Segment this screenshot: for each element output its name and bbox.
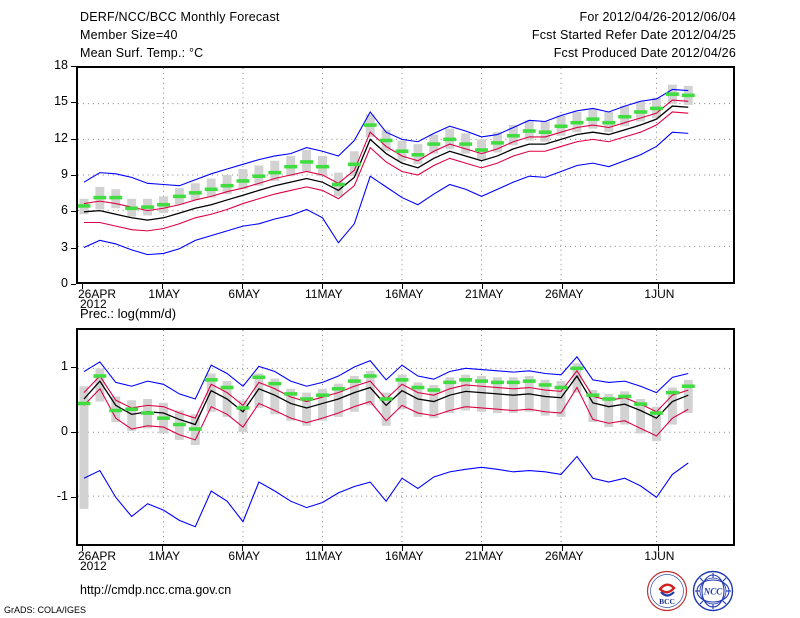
x-tick-label: 26APR <box>78 549 117 563</box>
x-tick-mark <box>482 546 483 551</box>
forecast-start-date-label: Fcst Started Refer Date 2012/04/25 <box>531 28 736 42</box>
y-tick-label: 0 <box>61 276 68 290</box>
member-size-label: Member Size=40 <box>80 28 178 42</box>
x-tick-label: 26APR <box>78 287 117 301</box>
x-tick-label: 21MAY <box>465 549 504 563</box>
x-tick-mark <box>658 546 659 551</box>
x-tick-label: 1MAY <box>148 549 181 563</box>
y-tick-label: 1 <box>61 359 68 374</box>
x-tick-label: 21MAY <box>465 287 504 301</box>
y-tick-mark <box>71 247 76 249</box>
bcc-logo-text: BCC <box>659 597 675 606</box>
temperature-unit-label: Mean Surf. Temp.: °C <box>80 46 204 60</box>
x-tick-label: 26MAY <box>545 287 584 301</box>
x-tick-mark <box>242 546 243 551</box>
x-tick-mark <box>402 546 403 551</box>
x-tick-mark <box>562 546 563 551</box>
forecast-period-label: For 2012/04/26-2012/06/04 <box>579 10 736 24</box>
x-tick-mark <box>562 284 563 289</box>
x-tick-label: 6MAY <box>228 549 261 563</box>
x-tick-label: 11MAY <box>305 287 343 301</box>
x-tick-label: 16MAY <box>385 549 424 563</box>
website-url[interactable]: http://cmdp.ncc.cma.gov.cn <box>80 583 232 597</box>
y-tick-label: 9 <box>61 167 68 181</box>
x-tick-mark <box>658 284 659 289</box>
x-tick-mark <box>242 284 243 289</box>
year-label-bottom: 2012 <box>80 559 107 573</box>
x-tick-mark <box>322 284 323 289</box>
y-tick-mark <box>71 497 76 499</box>
year-label-top: 2012 <box>80 297 107 311</box>
temperature-chart <box>76 66 735 284</box>
x-tick-mark <box>162 284 163 289</box>
bcc-logo: BCC <box>646 570 688 612</box>
forecast-produced-date-label: Fcst Produced Date 2012/04/26 <box>553 46 736 60</box>
x-tick-label: 11MAY <box>305 549 343 563</box>
y-tick-label: 18 <box>54 58 68 72</box>
grads-credit: GrADS: COLA/IGES <box>4 605 87 615</box>
x-tick-label: 6MAY <box>228 287 261 301</box>
x-tick-label: 26MAY <box>545 549 584 563</box>
temperature-chart-canvas <box>78 68 733 282</box>
ncc-logo: NCC <box>692 570 734 612</box>
x-tick-label: 1MAY <box>148 287 181 301</box>
y-tick-mark <box>71 66 76 67</box>
ncc-logo-text: NCC <box>703 587 724 597</box>
y-tick-mark <box>71 102 76 104</box>
y-tick-label: -1 <box>56 489 68 504</box>
precipitation-axis-title: Prec.: log(mm/d) <box>80 306 177 321</box>
y-tick-label: 15 <box>54 94 68 109</box>
y-tick-label: 0 <box>61 424 68 439</box>
y-tick-label: 3 <box>61 239 68 254</box>
y-tick-mark <box>71 432 76 434</box>
x-tick-label: 1JUN <box>644 549 675 563</box>
x-tick-mark <box>82 546 83 551</box>
y-tick-mark <box>71 175 76 176</box>
x-tick-mark <box>322 546 323 551</box>
y-tick-mark <box>71 367 76 369</box>
y-tick-label: 6 <box>61 203 68 218</box>
y-tick-mark <box>71 138 76 140</box>
x-tick-mark <box>162 546 163 551</box>
y-tick-mark <box>71 284 76 285</box>
precipitation-chart <box>76 328 735 546</box>
forecast-title: DERF/NCC/BCC Monthly Forecast <box>80 10 280 24</box>
x-tick-mark <box>82 284 83 289</box>
x-tick-label: 1JUN <box>644 287 675 301</box>
x-tick-mark <box>482 284 483 289</box>
precipitation-chart-canvas <box>78 330 733 544</box>
x-tick-mark <box>402 284 403 289</box>
x-tick-label: 16MAY <box>385 287 424 301</box>
y-tick-mark <box>71 211 76 213</box>
y-tick-label: 12 <box>54 130 68 145</box>
